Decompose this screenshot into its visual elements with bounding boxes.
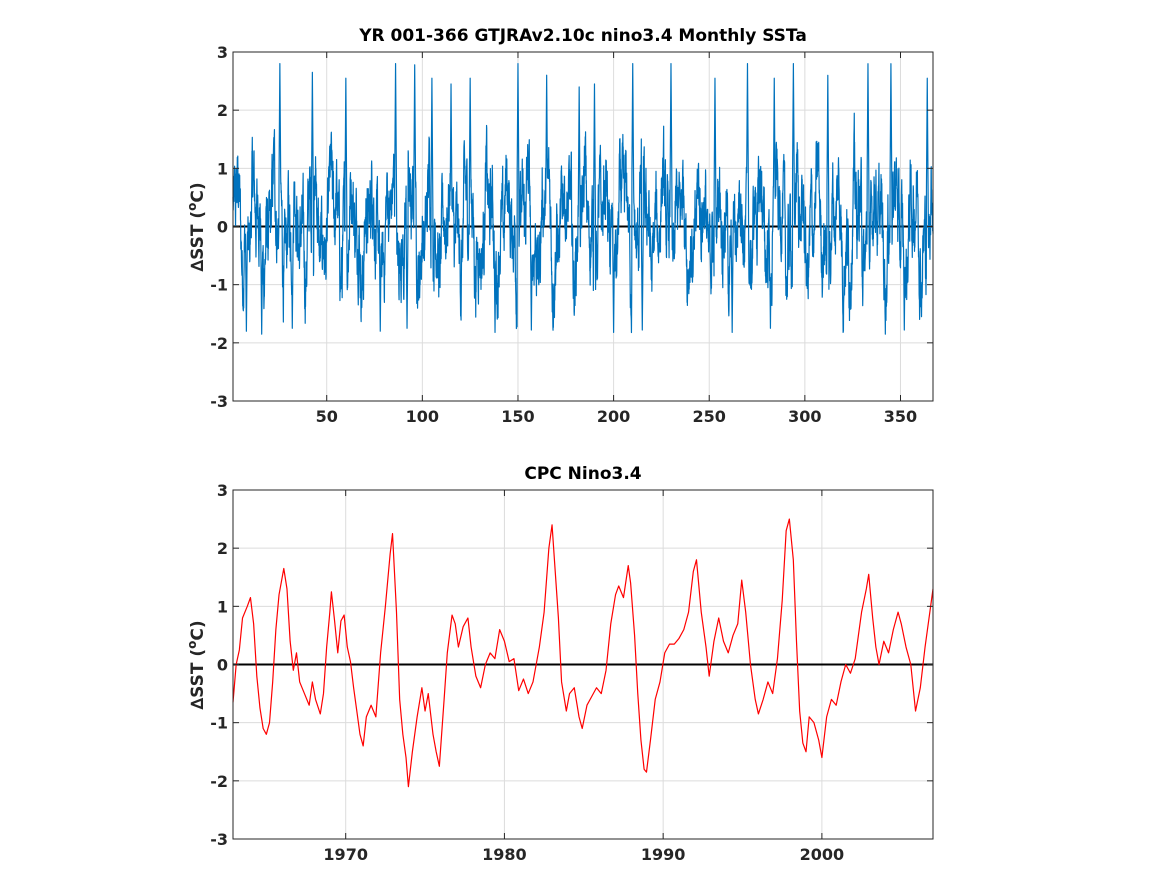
- y-tick-label: 1: [217, 159, 228, 178]
- x-tick-label: 1990: [641, 845, 686, 864]
- series-line: [232, 63, 934, 335]
- bottom-chart: CPC Nino3.4 1970 1980 1990 2000 -3-2-10123 …: [185, 464, 934, 864]
- x-tick-label: 100: [406, 407, 439, 426]
- y-tick-label: 2: [217, 101, 228, 120]
- x-tick-label: 250: [693, 407, 726, 426]
- y-tick-label: 2: [217, 539, 228, 558]
- y-tick-label: 3: [217, 43, 228, 62]
- bottom-chart-y-label: ∆SST (oC): [185, 620, 208, 709]
- top-chart-y-label: ∆SST (oC): [185, 182, 208, 271]
- y-tick-label: 1: [217, 597, 228, 616]
- top-chart: YR 001-366 GTJRAv2.10c nino3.4 Monthly S…: [185, 26, 934, 426]
- top-chart-y-ticks: -3 -2 -1 0 1 2 3: [210, 43, 933, 411]
- x-tick-label: 1980: [482, 845, 527, 864]
- y-tick-label: 0: [217, 656, 228, 675]
- top-chart-y-label-end: C): [188, 182, 208, 202]
- bottom-chart-title: CPC Nino3.4: [524, 464, 641, 484]
- series-line: [232, 518, 934, 788]
- x-tick-label: 200: [597, 407, 630, 426]
- top-chart-series: [232, 63, 934, 335]
- y-tick-label: 3: [217, 481, 228, 500]
- y-tick-label: -1: [210, 276, 228, 295]
- top-chart-y-label-sup: o: [185, 203, 199, 211]
- top-chart-x-ticks: 50 100 150 200 250 300 350: [316, 52, 917, 426]
- y-tick-label: -1: [210, 714, 228, 733]
- y-tick-label: -3: [210, 392, 228, 411]
- bottom-chart-y-ticks: -3 -2 -1 0 1 2 3: [210, 481, 933, 849]
- bottom-chart-x-ticks: 1970 1980 1990 2000: [323, 490, 844, 864]
- top-chart-title: YR 001-366 GTJRAv2.10c nino3.4 Monthly S…: [358, 26, 807, 46]
- y-tick-label: -3: [210, 830, 228, 849]
- bottom-chart-y-label-sup: o: [185, 641, 199, 649]
- y-tick-label: 0: [217, 218, 228, 237]
- x-tick-label: 350: [884, 407, 917, 426]
- y-tick-label: -2: [210, 334, 228, 353]
- x-tick-label: 300: [788, 407, 821, 426]
- bottom-chart-y-label-main: ∆SST (: [188, 649, 208, 710]
- top-chart-y-label-main: ∆SST (: [188, 211, 208, 272]
- x-tick-label: 150: [501, 407, 534, 426]
- bottom-chart-series: [232, 518, 934, 788]
- bottom-chart-y-label-end: C): [188, 620, 208, 640]
- x-tick-label: 1970: [323, 845, 368, 864]
- x-tick-label: 50: [316, 407, 338, 426]
- x-tick-label: 2000: [800, 845, 845, 864]
- y-tick-label: -2: [210, 772, 228, 791]
